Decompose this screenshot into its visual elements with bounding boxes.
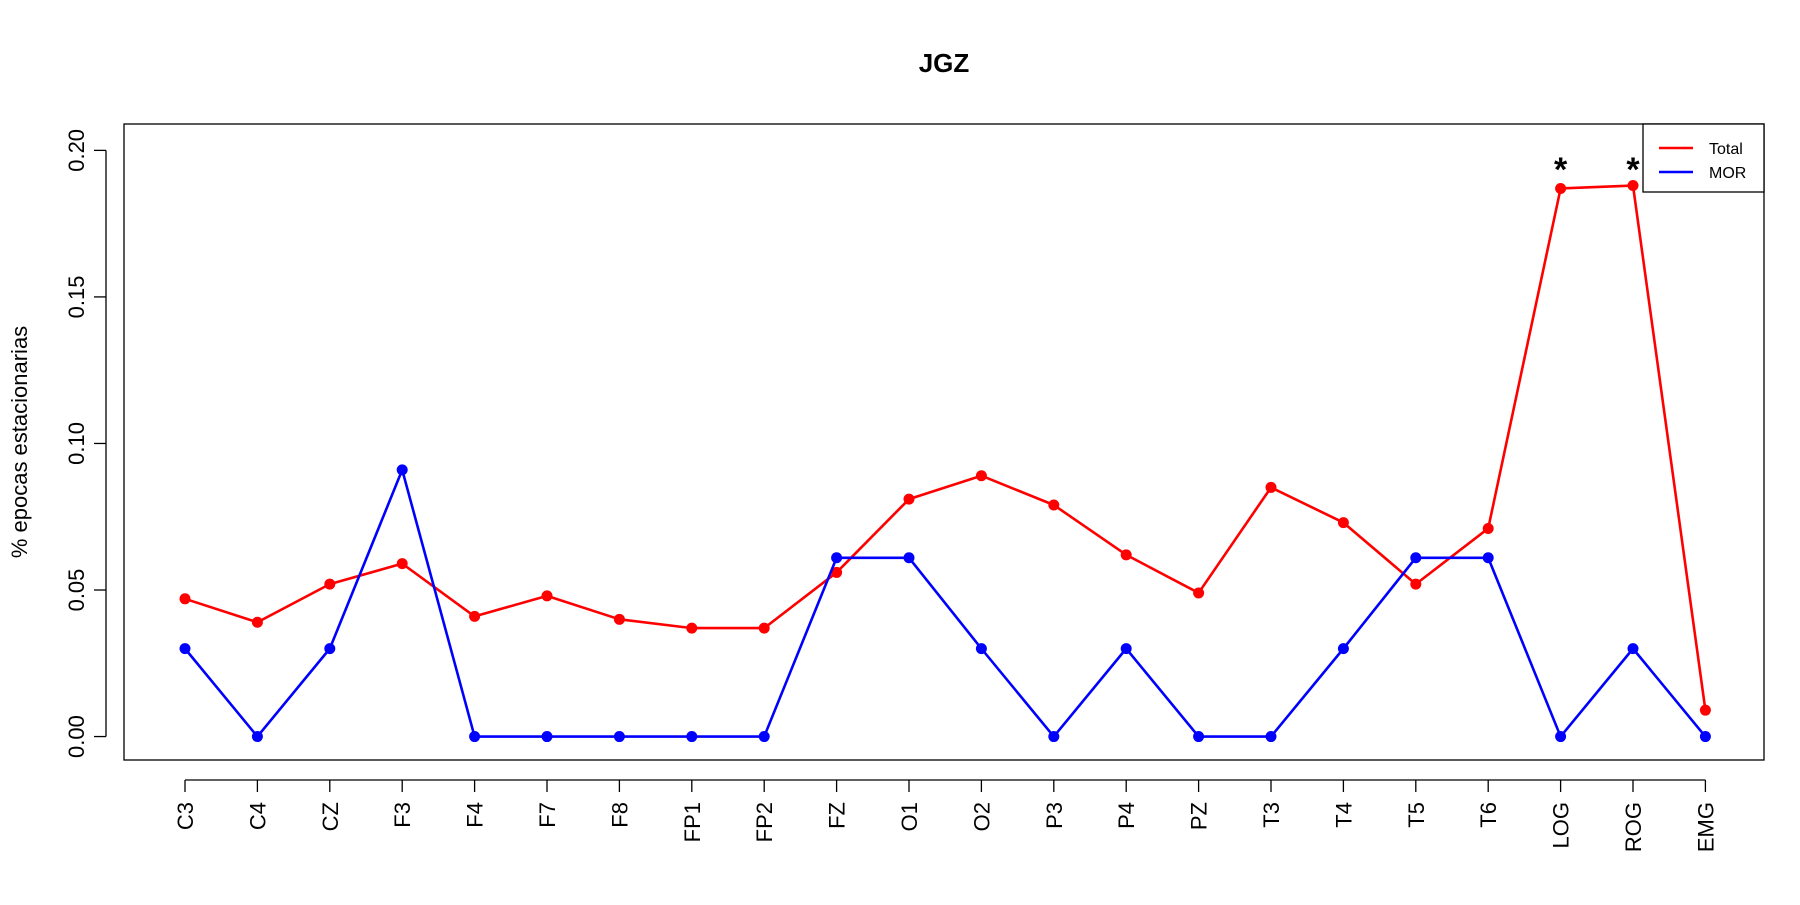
data-point [469,610,481,622]
x-tick-label: T4 [1331,802,1356,828]
legend-label: Total [1709,141,1743,158]
data-point [1120,549,1132,561]
data-point [251,731,263,743]
y-tick-label: 0.00 [64,715,89,758]
data-point [975,470,987,482]
y-tick-label: 0.15 [64,276,89,319]
series-total [179,180,1711,716]
data-point [396,464,408,476]
data-point [1482,522,1494,534]
data-point [1627,643,1639,655]
annotation-layer: * * [1554,151,1640,189]
data-point [1699,731,1711,743]
x-tick-label: O1 [897,802,922,831]
data-point [1482,552,1494,564]
x-tick-label: C3 [173,802,198,830]
data-point [903,493,915,505]
x-tick-label: F7 [535,802,560,828]
x-axis: C3 C4 CZ F3 F4 F7 F8 FP1 FP2 FZ O1 O2 P3 P4 PZ T3 T4 T5 T6… [173,779,1718,852]
x-tick-label: T3 [1259,802,1284,828]
data-point [1337,643,1349,655]
data-point [1699,704,1711,716]
data-point [903,552,915,564]
data-point [251,616,263,628]
data-point [541,731,553,743]
data-point [179,643,191,655]
data-point [324,578,336,590]
y-tick-label: 0.05 [64,569,89,612]
data-point [1193,587,1205,599]
data-point [613,731,625,743]
data-point [975,643,987,655]
x-tick-label: C4 [245,802,270,830]
data-point [1120,643,1132,655]
x-tick-label: EMG [1693,802,1718,852]
x-tick-label: F4 [463,802,488,828]
data-point [831,552,843,564]
x-tick-label: FP2 [752,802,777,842]
data-point [1048,731,1060,743]
legend: Total MOR [1642,123,1765,193]
y-tick-label: 0.20 [64,129,89,172]
significance-asterisk: * [1626,151,1640,189]
x-tick-label: LOG [1549,802,1574,848]
data-point [541,590,553,602]
series-line [184,184,1707,711]
series-layer [179,180,1711,743]
x-tick-label: O2 [969,802,994,831]
x-tick-label: CZ [318,802,343,831]
significance-asterisk: * [1554,151,1568,189]
x-tick-label: F8 [607,802,632,828]
plot-frame [123,123,1765,761]
y-axis: 0.00 0.05 0.10 0.15 0.20 [64,129,107,758]
data-point [1627,180,1639,192]
data-point [1555,731,1567,743]
x-tick-label: FZ [825,802,850,829]
data-point [1337,517,1349,529]
x-tick-label: ROG [1621,802,1646,852]
data-point [396,558,408,570]
data-point [1410,552,1422,564]
data-point [1555,182,1567,194]
data-point [1265,481,1277,493]
data-point [686,622,698,634]
x-tick-label: P4 [1114,802,1139,829]
x-tick-label: P3 [1042,802,1067,829]
data-point [1410,578,1422,590]
x-tick-label: FP1 [680,802,705,842]
x-tick-label: F3 [390,802,415,828]
chart-title: JGZ [919,48,970,78]
y-axis-label: % epocas estacionarias [7,326,32,558]
data-point [613,613,625,625]
data-point [758,622,770,634]
data-point [1048,499,1060,511]
legend-box [1642,123,1765,193]
series-line [183,468,1707,738]
data-point [1265,731,1277,743]
series-mor [179,464,1711,743]
data-point [831,566,843,578]
data-point [469,731,481,743]
x-tick-label: T5 [1404,802,1429,828]
data-point [1193,731,1205,743]
y-tick-label: 0.10 [64,422,89,465]
x-tick-label: T6 [1476,802,1501,828]
legend-label: MOR [1709,165,1746,182]
data-point [324,643,336,655]
data-point [758,731,770,743]
x-tick-label: PZ [1187,802,1212,830]
data-point [686,731,698,743]
data-point [179,593,191,605]
